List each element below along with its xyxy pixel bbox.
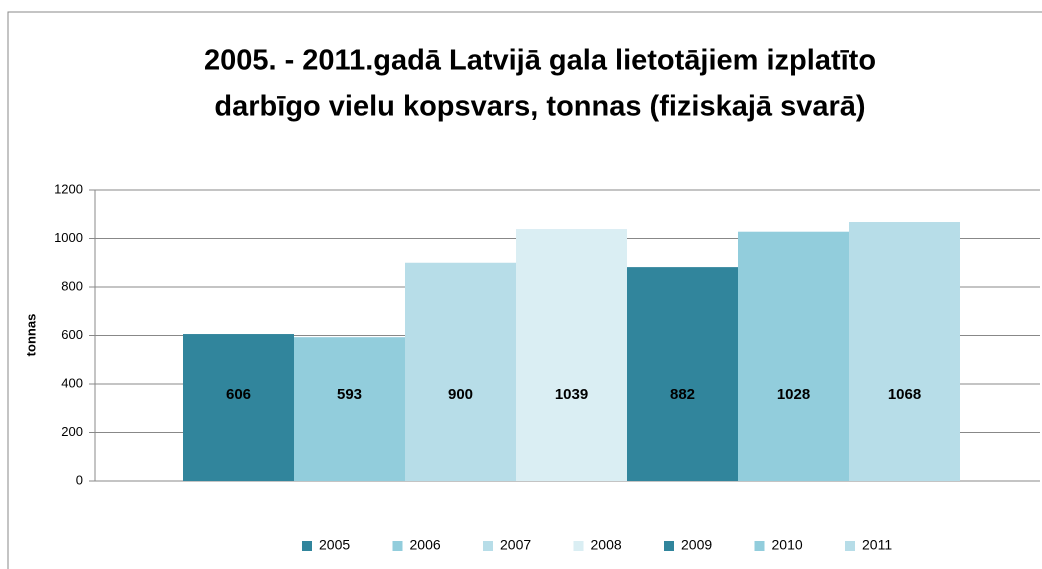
y-axis-label: tonnas <box>23 314 38 357</box>
y-tick-label: 200 <box>61 424 83 439</box>
y-tick-label: 800 <box>61 278 83 293</box>
legend-swatch <box>754 541 765 551</box>
bar <box>738 231 849 481</box>
legend-swatch <box>302 541 312 551</box>
legend-label: 2011 <box>862 537 892 553</box>
legend-swatch <box>392 541 403 551</box>
chart-title: 2005. - 2011.gadā Latvijā gala lietotāji… <box>204 45 876 77</box>
bar <box>849 222 960 481</box>
data-label: 1068 <box>888 386 921 403</box>
data-label: 900 <box>448 386 473 403</box>
chart-title: darbīgo vielu kopsvars, tonnas (fiziskaj… <box>214 91 865 123</box>
legend-label: 2007 <box>500 537 531 553</box>
y-tick-label: 600 <box>61 327 83 342</box>
data-label: 606 <box>226 386 251 403</box>
legend-swatch <box>845 541 855 551</box>
legend-swatch <box>573 541 584 551</box>
legend-label: 2008 <box>591 537 622 553</box>
bar <box>627 267 738 481</box>
legend-label: 2010 <box>772 537 803 553</box>
data-label: 882 <box>670 386 695 403</box>
y-tick-label: 1000 <box>54 230 83 245</box>
legend-label: 2005 <box>319 537 350 553</box>
legend-swatch <box>664 541 674 551</box>
y-tick-label: 0 <box>76 472 83 487</box>
data-label: 1039 <box>555 386 588 403</box>
bar <box>294 337 405 481</box>
bar <box>405 262 516 481</box>
bar <box>183 334 294 481</box>
legend-swatch <box>483 541 493 551</box>
y-tick-label: 400 <box>61 375 83 390</box>
y-tick-label: 1200 <box>54 181 83 196</box>
bar <box>516 229 627 481</box>
legend-label: 2009 <box>681 537 712 553</box>
data-label: 1028 <box>777 386 810 403</box>
data-label: 593 <box>337 386 362 403</box>
legend-label: 2006 <box>410 537 441 553</box>
